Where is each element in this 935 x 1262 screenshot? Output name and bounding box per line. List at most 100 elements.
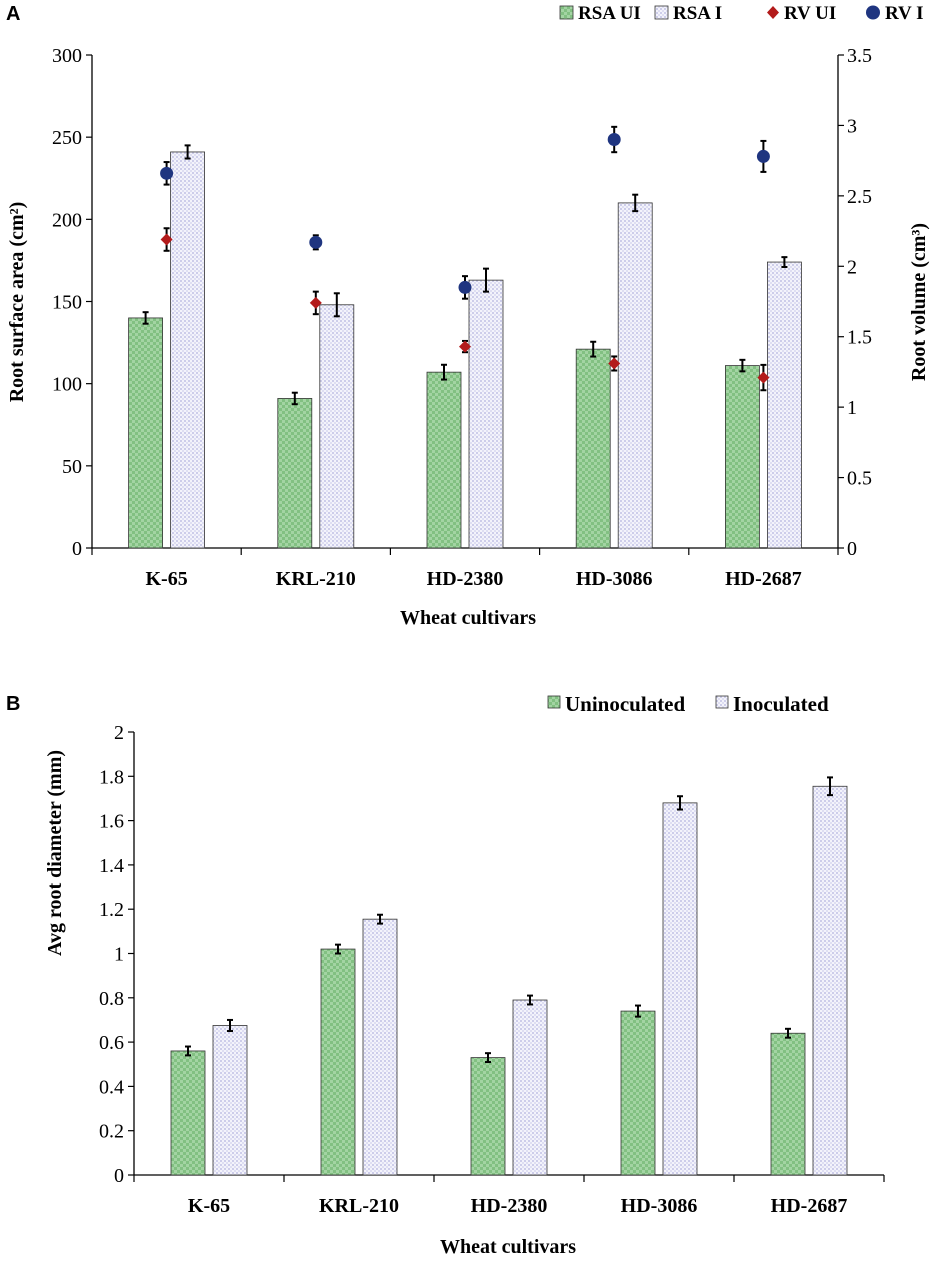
error-bar-inoculated-krl-210	[377, 913, 383, 925]
bar-uninoculated-krl-210	[320, 948, 356, 1176]
y2-tick-label-a-7: 3.5	[847, 45, 872, 67]
error-bar-uninoculated-k-65	[185, 1045, 191, 1057]
y-tick-label-b-6: 1.2	[99, 899, 124, 921]
x-tick-label-b-k-65: K-65	[188, 1195, 230, 1217]
legend-marker-rv-ui	[767, 6, 779, 19]
legend-swatch-rsa-ui	[559, 5, 574, 20]
y-tick-label-b-7: 1.4	[99, 855, 124, 877]
y2-tick-label-a-4: 2	[847, 256, 857, 278]
error-bar-rsa-i-hd-2687	[781, 256, 788, 268]
y2-tick-label-a-1: 0.5	[847, 468, 872, 490]
y2-tick-label-a-0: 0	[847, 538, 857, 560]
point-rv-ui-krl-210	[309, 296, 322, 309]
x-tick-label-b-hd-3086: HD-3086	[621, 1195, 698, 1217]
y-tick-label-b-9: 1.8	[99, 766, 124, 788]
bar-rsa-i-hd-2380	[468, 279, 504, 549]
legend-label-uninoculated: Uninoculated	[565, 692, 686, 716]
error-bar-rsa-ui-hd-2687	[739, 358, 746, 373]
bar-rsa-ui-hd-2687	[725, 365, 760, 549]
error-bar-rsa-i-k-65	[184, 144, 191, 160]
bar-uninoculated-k-65	[170, 1050, 206, 1176]
error-bar-rsa-i-hd-3086	[632, 193, 639, 213]
error-bar-rsa-ui-hd-2380	[441, 363, 447, 381]
bar-rsa-i-k-65	[170, 151, 206, 549]
error-bar-rsa-ui-hd-3086	[590, 340, 597, 358]
y-tick-label-b-2: 0.4	[99, 1076, 124, 1098]
legend-a: RSA UI RSA I RV UI RV I	[559, 3, 924, 24]
bar-inoculated-krl-210	[362, 918, 398, 1176]
bar-rsa-i-hd-3086	[617, 202, 653, 549]
legend-b: Uninoculated Inoculated	[547, 692, 829, 716]
error-bar-inoculated-k-65	[227, 1018, 233, 1033]
y-tick-label-b-10: 2	[114, 722, 124, 744]
error-bar-rsa-i-krl-210	[333, 292, 340, 318]
bar-rsa-ui-hd-3086	[575, 348, 611, 549]
bar-inoculated-hd-2380	[512, 999, 548, 1176]
point-rv-i-k-65	[160, 166, 174, 180]
bar-inoculated-hd-3086	[662, 802, 698, 1176]
point-rv-ui-k-65	[160, 233, 173, 246]
x-tick-label-a-hd-2380: HD-2380	[427, 568, 504, 590]
y-tick-label-a-3: 150	[52, 292, 82, 314]
panel-label-b: B	[6, 693, 20, 715]
point-rv-ui-hd-2380	[459, 340, 471, 353]
y-tick-label-b-4: 0.8	[99, 988, 124, 1010]
bar-inoculated-hd-2687	[812, 785, 848, 1176]
bar-uninoculated-hd-2687	[770, 1032, 806, 1176]
error-bar-inoculated-hd-2380	[527, 994, 533, 1006]
point-rv-i-krl-210	[309, 235, 323, 249]
x-axis-title-a: Wheat cultivars	[400, 607, 536, 629]
y-tick-label-a-1: 50	[62, 456, 82, 478]
y-tick-label-a-2: 100	[52, 374, 82, 396]
legend-swatch-rsa-i	[654, 5, 669, 20]
error-bar-uninoculated-hd-3086	[635, 1004, 641, 1018]
error-bar-rsa-ui-krl-210	[291, 391, 298, 406]
y-tick-label-a-4: 200	[52, 209, 82, 231]
x-axis-title-b: Wheat cultivars	[440, 1236, 576, 1258]
point-rv-ui-hd-3086	[608, 357, 621, 370]
x-tick-label-b-hd-2380: HD-2380	[471, 1195, 548, 1217]
error-bar-uninoculated-hd-2380	[485, 1052, 491, 1064]
y2-axis-title-a: Root volume (cm³)	[908, 223, 930, 381]
legend-label-rv-i: RV I	[885, 3, 924, 24]
bar-inoculated-k-65	[212, 1025, 248, 1176]
x-tick-label-a-hd-2687: HD-2687	[725, 568, 802, 590]
y2-tick-label-a-5: 2.5	[847, 186, 872, 208]
error-bar-uninoculated-hd-2687	[785, 1027, 791, 1039]
chart-panel-b: B Uninoculated Inoculated Avg root diame…	[6, 692, 885, 1258]
bar-rsa-i-hd-2687	[767, 261, 802, 549]
bar-rsa-ui-k-65	[128, 317, 164, 549]
y-tick-label-b-3: 0.6	[99, 1032, 124, 1054]
y-tick-label-b-1: 0.2	[99, 1121, 124, 1143]
bar-uninoculated-hd-2380	[470, 1057, 506, 1176]
y-tick-label-a-5: 250	[52, 127, 82, 149]
x-tick-label-b-krl-210: KRL-210	[319, 1195, 399, 1217]
error-bar-rsa-ui-k-65	[142, 311, 149, 325]
legend-label-rsa-ui: RSA UI	[578, 3, 641, 24]
bar-rsa-i-krl-210	[319, 304, 355, 549]
y2-tick-label-a-3: 1.5	[847, 327, 872, 349]
x-tick-label-a-k-65: K-65	[145, 568, 187, 590]
legend-label-inoculated: Inoculated	[733, 692, 829, 716]
point-rv-i-hd-2380	[458, 280, 472, 294]
y-axis-title-b: Avg root diameter (mm)	[44, 750, 66, 956]
x-tick-label-a-hd-3086: HD-3086	[576, 568, 653, 590]
bar-uninoculated-hd-3086	[620, 1010, 656, 1176]
error-bar-rsa-i-hd-2380	[483, 267, 489, 293]
y2-tick-label-a-6: 3	[847, 115, 857, 137]
x-tick-label-b-hd-2687: HD-2687	[771, 1195, 848, 1217]
error-bar-inoculated-hd-3086	[677, 795, 683, 811]
legend-marker-rv-i	[866, 5, 880, 20]
y-tick-label-b-5: 1	[114, 944, 124, 966]
y-tick-label-b-8: 1.6	[99, 811, 124, 833]
bar-rsa-ui-krl-210	[277, 398, 313, 549]
legend-label-rv-ui: RV UI	[784, 3, 836, 24]
y-tick-label-a-0: 0	[72, 538, 82, 560]
y-tick-label-b-0: 0	[114, 1165, 124, 1187]
error-bar-inoculated-hd-2687	[827, 776, 833, 797]
y-axis-title-a: Root surface area (cm²)	[6, 202, 28, 403]
x-tick-label-a-krl-210: KRL-210	[276, 568, 356, 590]
chart-panel-a: A RSA UI RSA I RV UI RV I Root surface a…	[6, 3, 930, 629]
legend-swatch-uninoculated	[547, 695, 561, 709]
